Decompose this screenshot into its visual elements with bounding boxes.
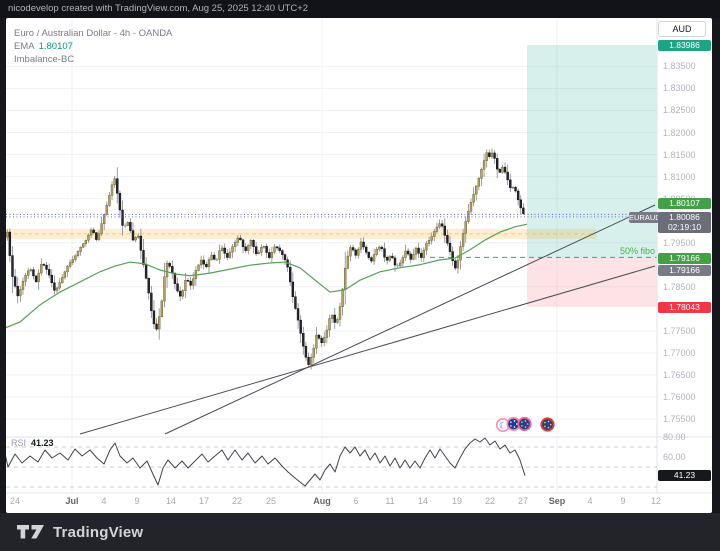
tradingview-logo-icon[interactable] [17,524,45,540]
fibo-level-badge: 1.79166 [658,252,711,264]
attribution-bar: nicodevelop created with TradingView.com… [0,0,720,18]
time-axis-label: 4 [101,496,107,506]
price-tick-label: 1.79500 [663,237,696,248]
price-tick-label: 1.82500 [663,105,696,116]
tradingview-wordmark[interactable]: TradingView [53,523,144,541]
long-position-stop-zone[interactable] [527,257,657,307]
time-axis-label: 11 [385,496,395,506]
entry-price-badge: 1.79166 [658,264,711,276]
price-tick-label: 1.77500 [663,325,696,336]
price-tick-label: 1.82000 [663,127,696,138]
time-axis-label: Sep [548,496,566,506]
price-tick-label: 1.83000 [663,83,696,94]
last-price-badge: 1.80086 02:19:10 [658,211,711,233]
symbol-title[interactable]: Euro / Australian Dollar - 4h - OANDA [14,28,173,39]
rsi-tick-label: 60.00 [663,452,686,462]
ema-line [6,223,528,329]
candlestick-series [6,148,525,370]
currency-button[interactable]: AUD [658,21,706,37]
time-axis-label: 22 [484,496,495,506]
stop-price-badge: 1.78043 [658,301,711,313]
symbol-price-tag: EURAUD [629,211,661,223]
attribution-text: nicodevelop created with TradingView.com… [8,3,309,14]
trendline[interactable] [164,204,656,435]
time-axis-label: 9 [134,496,140,506]
imbalance-indicator-row[interactable]: Imbalance-BC [14,54,75,65]
time-axis-label: 14 [417,496,428,506]
chart-card[interactable]: ☾ Euro / Australian Dollar - 4h - OANDA … [6,18,712,513]
rsi-legend[interactable]: RSI 41.23 [11,438,54,448]
fibo-50-label: 50% fibo [619,246,655,256]
target-price-badge: 1.83986 [658,39,711,51]
chart-pane[interactable]: ☾ [6,18,712,513]
price-tick-label: 1.78500 [663,281,696,292]
time-axis-label: 22 [231,496,242,506]
trendline[interactable] [79,265,656,435]
time-axis-label: 17 [198,496,209,506]
rsi-value-text: 41.23 [31,438,54,448]
time-axis-label: 6 [353,496,359,506]
chart-legend: Euro / Australian Dollar - 4h - OANDA EM… [14,27,172,66]
time-axis-label: Jul [65,496,79,506]
rsi-value-badge: 41.23 [658,469,711,481]
ema-value-badge: 1.80107 [658,197,711,209]
long-position-profit-zone[interactable] [527,45,657,258]
price-tick-label: 1.81000 [663,171,696,182]
price-tick-label: 1.76000 [663,391,696,402]
emoji-stickers[interactable]: ☾ [495,416,555,432]
svg-text:☾: ☾ [499,421,507,431]
time-axis-label: 9 [620,496,626,506]
time-axis-label: 14 [165,496,176,506]
price-tick-label: 1.76500 [663,369,696,380]
time-axis-label: 19 [451,496,462,506]
time-axis-label: 24 [9,496,20,506]
price-tick-label: 1.75500 [663,413,696,424]
rsi-line [6,437,526,487]
time-axis-label: 12 [650,496,661,506]
ema-label: EMA [14,41,35,52]
price-tick-label: 1.77000 [663,347,696,358]
rsi-label: RSI [11,438,27,448]
tradingview-footer: TradingView [0,513,720,551]
emoji-sticker-flag-eu-2[interactable] [540,417,555,432]
emoji-sticker-flag-eu[interactable] [517,416,532,432]
price-tick-label: 1.81500 [663,149,696,160]
rsi-tick-label: 80.00 [663,432,686,442]
price-tick-label: 1.83500 [663,61,696,72]
time-axis-label: 27 [517,496,528,506]
time-axis-label: 4 [587,496,593,506]
time-axis-label: Aug [313,496,331,506]
ema-legend-row[interactable]: EMA 1.80107 [14,40,172,53]
ema-legend-value: 1.80107 [38,41,73,52]
time-axis-label: 25 [265,496,276,506]
